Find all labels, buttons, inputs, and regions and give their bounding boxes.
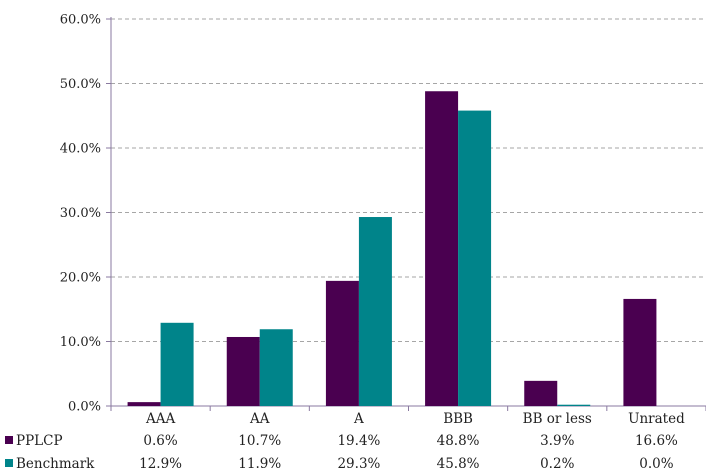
data-table-value: 16.6%	[635, 433, 678, 449]
legend-label-benchmark: Benchmark	[16, 456, 95, 472]
y-tick-label: 40.0%	[60, 142, 101, 157]
gridlines	[111, 18, 706, 342]
data-table-value: 19.4%	[337, 433, 380, 449]
bar-pplcp-bb-or-less	[524, 380, 558, 406]
bar-pplcp-unrated	[623, 298, 657, 406]
y-tick-label: 60.0%	[60, 13, 101, 28]
y-tick-labels: 0.0% 10.0% 20.0% 30.0% 40.0% 50.0% 60.0%	[60, 13, 101, 415]
data-table-value: 12.9%	[139, 456, 182, 472]
data-table-value: 48.8%	[437, 433, 480, 449]
category-label: AAA	[145, 411, 175, 427]
bar-benchmark-bb-or-less	[557, 404, 591, 406]
y-tick-label: 0.0%	[68, 400, 101, 415]
y-tick-label: 50.0%	[60, 77, 101, 92]
bar-benchmark-bbb	[458, 110, 492, 406]
category-label: A	[353, 411, 364, 427]
data-table-value: 11.9%	[238, 456, 281, 472]
category-labels: AAA AA A BBB BB or less Unrated	[145, 411, 685, 427]
data-table-value: 0.0%	[639, 456, 673, 472]
bar-pplcp-bbb	[425, 91, 459, 407]
bar-pplcp-aa	[226, 336, 260, 406]
data-table-value: 10.7%	[238, 433, 281, 449]
data-table: PPLCP 0.6% 10.7% 19.4% 48.8% 3.9% 16.6% Benchma…	[5, 433, 678, 472]
legend-label-pplcp: PPLCP	[16, 433, 63, 449]
legend-swatch-benchmark	[5, 459, 13, 467]
category-label: Unrated	[628, 411, 685, 427]
data-table-value: 29.3%	[337, 456, 380, 472]
bars	[127, 91, 657, 407]
bar-benchmark-aa	[259, 329, 293, 406]
bar-benchmark-a	[358, 217, 392, 406]
category-label: BBB	[443, 411, 473, 427]
data-table-value: 45.8%	[437, 456, 480, 472]
data-table-value: 0.2%	[540, 456, 574, 472]
y-tick-label: 20.0%	[60, 271, 101, 286]
y-tick-label: 10.0%	[60, 335, 101, 350]
axes	[106, 17, 706, 411]
bar-pplcp-a	[325, 280, 359, 406]
data-table-value: 3.9%	[540, 433, 574, 449]
data-table-value: 0.6%	[143, 433, 177, 449]
bar-benchmark-aaa	[160, 322, 194, 406]
category-label: AA	[249, 411, 270, 427]
legend-swatch-pplcp	[5, 436, 13, 444]
category-label: BB or less	[523, 411, 592, 427]
y-tick-label: 30.0%	[60, 206, 101, 221]
bar-pplcp-aaa	[127, 402, 161, 406]
